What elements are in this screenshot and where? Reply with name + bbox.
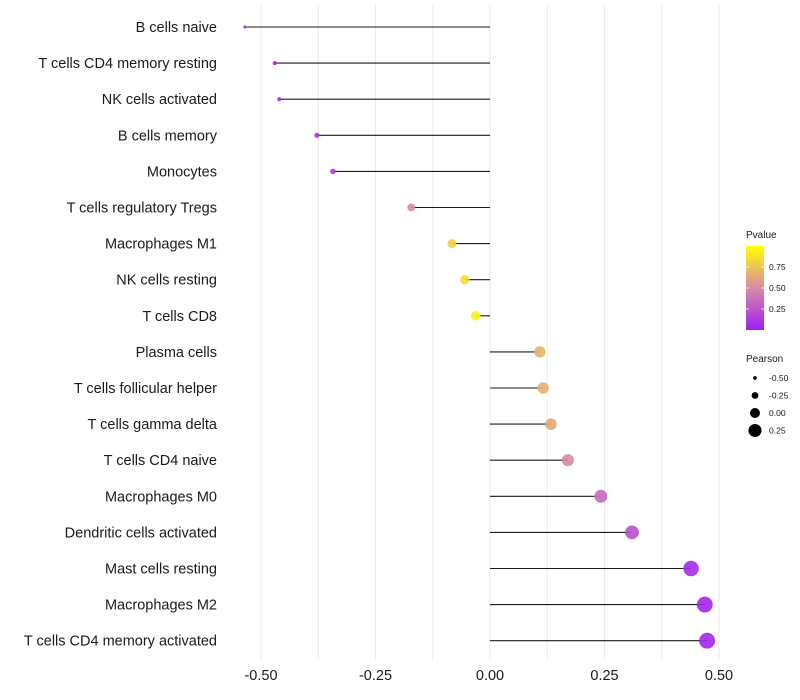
y-tick-label: Monocytes	[147, 164, 217, 180]
data-point	[683, 560, 699, 577]
pvalue-legend-title: Pvalue	[746, 230, 777, 241]
data-point	[272, 61, 277, 66]
size-legend-key	[748, 423, 762, 438]
pvalue-colorbar	[746, 246, 764, 330]
x-tick-label: 0.25	[590, 668, 618, 684]
data-point	[699, 632, 716, 649]
size-legend-label: 0.25	[769, 426, 786, 436]
data-point	[594, 489, 608, 503]
size-legend-key	[753, 376, 757, 380]
data-point	[696, 596, 713, 613]
data-point	[447, 239, 457, 249]
y-tick-label: NK cells resting	[116, 273, 217, 289]
y-tick-label: B cells memory	[118, 128, 218, 144]
y-tick-label: Plasma cells	[136, 345, 217, 361]
y-tick-label: B cells naive	[136, 20, 217, 36]
pearson-legend-title: Pearson	[746, 354, 783, 365]
x-axis-labels: -0.50 -0.25 0.00 0.25 0.50	[244, 668, 733, 684]
y-tick-label: T cells gamma delta	[88, 417, 218, 433]
data-point	[534, 346, 546, 358]
data-point	[277, 97, 282, 102]
y-axis-labels: B cells naive T cells CD4 memory resting N…	[24, 20, 218, 650]
points	[243, 25, 716, 649]
data-point	[545, 418, 557, 430]
data-point	[407, 203, 416, 212]
x-tick-label: 0.00	[476, 668, 504, 684]
size-legend-key	[751, 392, 759, 399]
size-legend-label: -0.25	[769, 391, 789, 401]
colorbar-tick-label: 0.75	[769, 262, 786, 272]
size-legend-label: 0.00	[769, 408, 786, 418]
y-tick-label: Mast cells resting	[105, 562, 217, 578]
data-point	[625, 525, 639, 540]
y-tick-label: NK cells activated	[102, 92, 217, 108]
y-tick-label: T cells regulatory Tregs	[67, 201, 217, 217]
data-point	[330, 168, 336, 175]
y-tick-label: T cells follicular helper	[74, 381, 217, 397]
y-tick-label: T cells CD8	[142, 309, 217, 325]
size-legend-key	[750, 408, 760, 418]
data-point	[561, 454, 574, 467]
y-tick-label: Macrophages M1	[105, 237, 217, 253]
y-tick-label: T cells CD4 naive	[104, 453, 217, 469]
y-tick-label: Macrophages M0	[105, 489, 217, 505]
pearson-legend: Pearson -0.50 -0.25 0.00 0.25	[746, 354, 789, 438]
data-point	[314, 132, 320, 138]
data-point	[537, 382, 549, 394]
x-tick-label: -0.25	[359, 668, 392, 684]
x-tick-label: 0.50	[705, 668, 733, 684]
data-point	[243, 25, 247, 29]
colorbar-tick-label: 0.25	[769, 304, 786, 314]
y-tick-label: Macrophages M2	[105, 598, 217, 614]
colorbar-tick-label: 0.50	[769, 283, 786, 293]
stems	[244, 26, 708, 642]
size-legend-label: -0.50	[769, 373, 789, 383]
y-tick-label: T cells CD4 memory resting	[38, 56, 217, 72]
x-tick-label: -0.50	[244, 668, 277, 684]
data-point	[460, 275, 470, 285]
grid-lines	[260, 5, 720, 660]
y-tick-label: T cells CD4 memory activated	[24, 634, 217, 650]
data-point	[471, 311, 481, 321]
pvalue-legend: Pvalue 0.25 0.50 0.75	[746, 230, 786, 330]
y-tick-label: Dendritic cells activated	[65, 525, 217, 541]
